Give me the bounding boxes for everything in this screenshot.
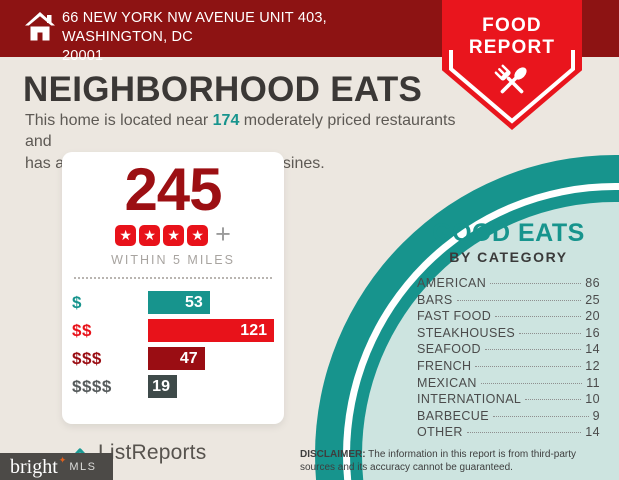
category-value: 25	[585, 292, 600, 307]
price-bar-row: $$ 121	[68, 319, 274, 342]
price-tier-label: $	[72, 292, 82, 312]
category-row: SEAFOOD 14	[417, 342, 600, 359]
category-label: MEXICAN	[417, 375, 477, 390]
category-row: AMERICAN 86	[417, 276, 600, 293]
category-value: 10	[585, 392, 600, 407]
category-value: 14	[585, 425, 600, 440]
good-eats-panel: GOOD EATS BY CATEGORY AMERICAN 86 BARS 25 FA…	[417, 219, 600, 442]
category-label: BARBECUE	[417, 408, 489, 423]
page-title: NEIGHBORHOOD EATS	[23, 70, 423, 109]
property-address: 66 NEW YORK NW AVENUE UNIT 403, WASHINGT…	[62, 10, 327, 65]
category-label: OTHER	[417, 425, 463, 440]
star-icon: ★	[187, 224, 209, 246]
category-label: FRENCH	[417, 358, 472, 373]
category-value: 16	[585, 325, 600, 340]
bar-track: 53	[148, 291, 274, 314]
category-value: 14	[585, 342, 600, 357]
category-row: MEXICAN 11	[417, 376, 600, 393]
dotted-leader	[519, 332, 582, 334]
bright-wordmark: bright	[10, 455, 58, 478]
disclaimer-label: DISCLAIMER:	[300, 449, 366, 460]
dotted-leader	[525, 399, 582, 401]
category-value: 11	[586, 375, 600, 390]
category-row: STEAKHOUSES 16	[417, 326, 600, 343]
dotted-leader	[466, 432, 582, 434]
price-tier-bar-chart: $53 $$ 121 $$$ 47 $$$$ 19	[68, 291, 274, 398]
category-list: AMERICAN 86 BARS 25 FAST FOOD 20 STEAKHOUSES 16…	[417, 276, 600, 442]
star-icon: ★	[163, 224, 185, 246]
category-label: STEAKHOUSES	[417, 325, 516, 340]
price-bar-row: $53	[68, 291, 274, 314]
category-value: 86	[585, 276, 600, 290]
total-restaurant-count: 245	[124, 156, 222, 223]
category-row: FAST FOOD 20	[417, 309, 600, 326]
category-value: 20	[585, 309, 600, 324]
category-label: INTERNATIONAL	[417, 392, 522, 407]
plus-sign: +	[215, 219, 231, 250]
dotted-leader	[492, 415, 589, 417]
radius-label: WITHIN 5 MILES	[111, 253, 235, 267]
bar-track: 19	[148, 375, 274, 398]
bar-track: 47	[148, 347, 274, 370]
price-bar-row: $$$ 47	[68, 347, 274, 370]
category-row: FRENCH 12	[417, 359, 600, 376]
mls-label: MLS	[69, 460, 97, 473]
bar-track: 121	[148, 319, 274, 342]
category-row: BARS 25	[417, 293, 600, 310]
category-value: 12	[585, 358, 600, 373]
bar-fill: 53	[148, 291, 210, 314]
dotted-leader	[495, 316, 582, 318]
category-row: INTERNATIONAL 10	[417, 392, 600, 409]
bright-star-icon: ✦	[58, 455, 67, 465]
dotted-leader	[475, 365, 582, 367]
dotted-divider	[74, 277, 272, 279]
category-value: 9	[592, 408, 600, 423]
food-report-ribbon: FOOD REPORT	[442, 0, 582, 130]
dotted-leader	[456, 299, 582, 301]
good-eats-title: GOOD EATS	[432, 219, 585, 247]
intro-part-1: This home is located near	[25, 112, 213, 129]
ribbon-title: FOOD REPORT	[468, 15, 556, 59]
star-rating: ★ ★ ★ ★ +	[62, 219, 284, 250]
fork-and-spoon-icon	[494, 64, 527, 94]
disclaimer-text: DISCLAIMER: The information in this repo…	[300, 448, 612, 475]
category-label: BARS	[417, 292, 453, 307]
price-tier-label: $$	[72, 320, 92, 340]
restaurant-count: 174	[212, 112, 240, 129]
category-label: FAST FOOD	[417, 309, 492, 324]
price-tier-label: $$$	[72, 348, 102, 368]
bar-fill: 19	[148, 375, 177, 398]
category-label: AMERICAN	[417, 276, 487, 290]
intro-part-2: moderately priced restaurants and	[25, 112, 456, 151]
bar-fill: 47	[148, 347, 205, 370]
dotted-leader	[480, 382, 583, 384]
category-row: OTHER 14	[417, 425, 600, 442]
bar-fill: 121	[148, 319, 274, 342]
home-icon	[25, 12, 55, 41]
category-label: SEAFOOD	[417, 342, 481, 357]
category-row: BARBECUE 9	[417, 409, 600, 426]
star-icon: ★	[115, 224, 137, 246]
listreports-wordmark: ListReports	[98, 441, 207, 464]
ribbon-white-border	[449, 50, 575, 124]
restaurant-summary-card: 245 ★ ★ ★ ★ + WITHIN 5 MILES $53 $$ 121 $$$ 47 $$…	[62, 152, 284, 424]
disclaimer-body: The information in this report is from t…	[300, 449, 577, 474]
price-tier-label: $$$$	[72, 376, 112, 396]
star-icon: ★	[139, 224, 161, 246]
good-eats-subtitle: BY CATEGORY	[449, 249, 568, 265]
dotted-leader	[484, 349, 582, 351]
price-bar-row: $$$$ 19	[68, 375, 274, 398]
intro-part-3: has an	[25, 154, 78, 172]
bright-mls-logo: bright ✦ MLS	[0, 453, 113, 480]
dotted-leader	[490, 283, 582, 284]
